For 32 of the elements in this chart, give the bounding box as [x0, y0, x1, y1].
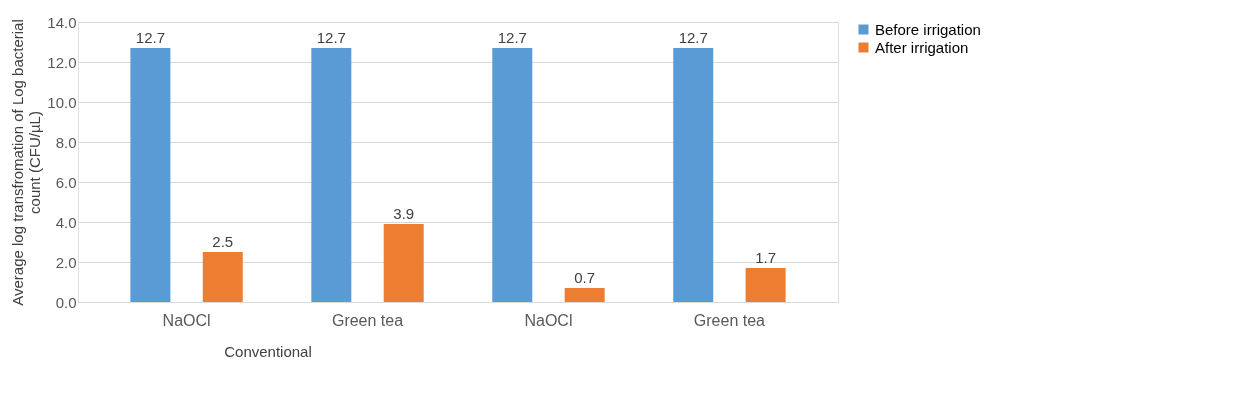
data-label: 2.5: [212, 233, 234, 250]
y-tick-label: 0.0: [55, 293, 77, 311]
data-label: 12.7: [497, 29, 527, 46]
data-label: 12.7: [135, 29, 165, 46]
bar: [311, 48, 352, 302]
y-axis-title: Average log transfromation of Log bacterial count (CFU/µL): [9, 19, 44, 306]
legend-label: Before irrigation: [875, 20, 981, 38]
bar: [564, 288, 605, 302]
data-label: 12.7: [678, 29, 708, 46]
x-tick-label: NaOCl: [162, 311, 211, 329]
y-tick-label: 10.0: [47, 93, 77, 111]
y-tick-label: 4.0: [55, 213, 77, 231]
bar: [745, 268, 786, 302]
data-label: 1.7: [755, 249, 777, 266]
bar: [492, 48, 533, 302]
y-tick-label: 6.0: [55, 173, 77, 191]
y-tick-label: 8.0: [55, 133, 77, 151]
y-tick-label: 12.0: [47, 53, 77, 71]
data-label: 3.9: [393, 205, 415, 222]
y-tick-label: 14.0: [47, 13, 77, 31]
legend-label: After irrigation: [875, 38, 969, 56]
data-label: 12.7: [316, 29, 346, 46]
bar: [673, 48, 714, 302]
text: Conventional: [224, 343, 312, 360]
bar: [202, 252, 243, 302]
x-tick-label: NaOCl: [524, 311, 573, 329]
bar: [130, 48, 171, 302]
bar: [383, 224, 424, 302]
data-label: 0.7: [574, 269, 596, 286]
x-tick-label: Green tea: [331, 311, 404, 329]
x-tick-label: Green tea: [693, 311, 766, 329]
y-tick-label: 2.0: [55, 253, 77, 271]
